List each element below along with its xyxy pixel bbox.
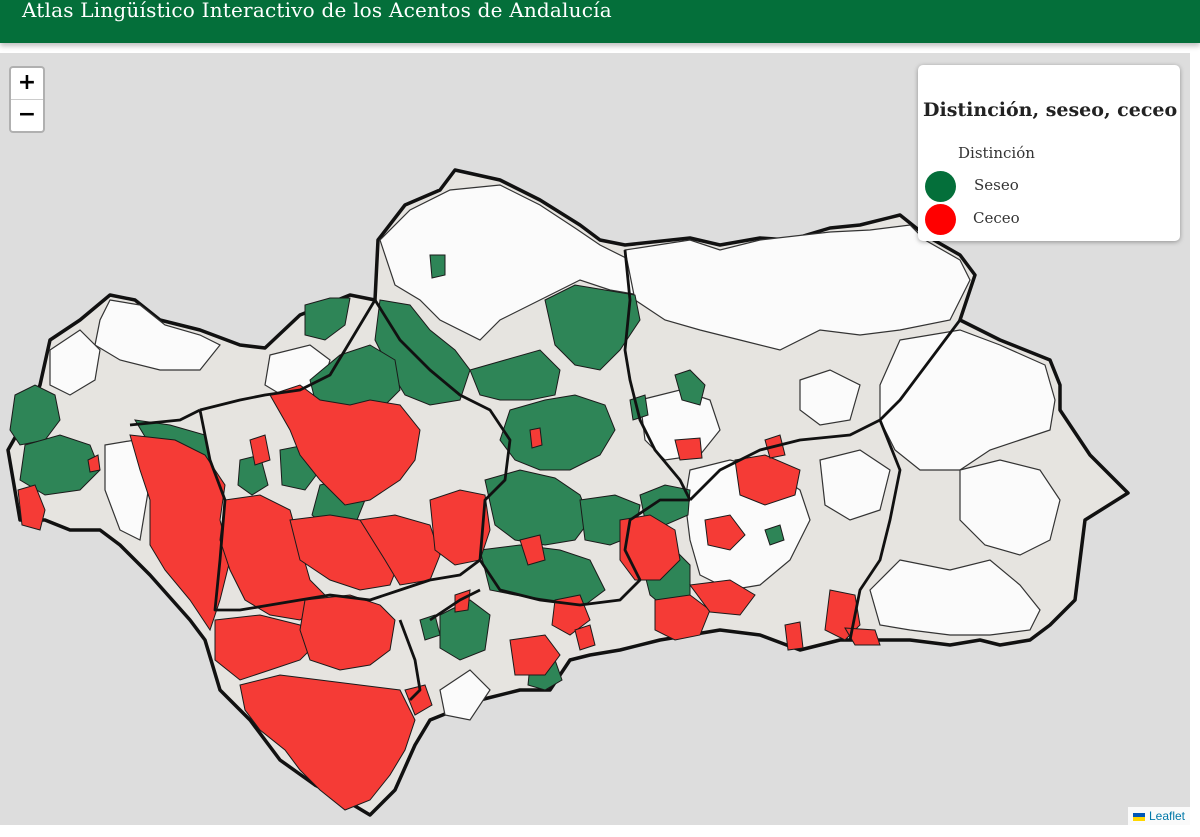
ceceo-areas [17, 384, 881, 811]
leaflet-link[interactable]: Leaflet [1148, 809, 1185, 823]
ceceo-swatch-icon [925, 204, 956, 235]
page-margin [1190, 53, 1200, 825]
unassigned-areas [49, 184, 1061, 721]
legend-item-ceceo: Ceceo [918, 204, 1180, 236]
app-header: Atlas Lingüístico Interactivo de los Ace… [0, 0, 1200, 43]
legend-item-seseo: Seseo [918, 171, 1180, 203]
andalucia-map[interactable] [0, 53, 1190, 825]
legend-item-distincion: Distinción [918, 144, 1180, 176]
legend-label: Ceceo [973, 209, 1020, 227]
legend-panel: Distinción, seseo, ceceo Distinción Sese… [918, 65, 1180, 241]
zoom-in-button[interactable]: + [11, 68, 43, 100]
zoom-control: + − [9, 66, 45, 133]
app-title: Atlas Lingüístico Interactivo de los Ace… [22, 0, 612, 22]
legend-title: Distinción, seseo, ceceo [923, 99, 1178, 121]
legend-label: Distinción [958, 144, 1035, 162]
map-container[interactable]: + − Distinción, seseo, ceceo Distinción … [0, 53, 1190, 825]
province-borders [129, 249, 962, 701]
seseo-swatch-icon [925, 171, 956, 202]
zoom-out-button[interactable]: − [17, 102, 37, 127]
ukraine-flag-icon [1132, 813, 1145, 821]
attribution: Leaflet [1127, 807, 1190, 825]
legend-label: Seseo [974, 176, 1019, 194]
